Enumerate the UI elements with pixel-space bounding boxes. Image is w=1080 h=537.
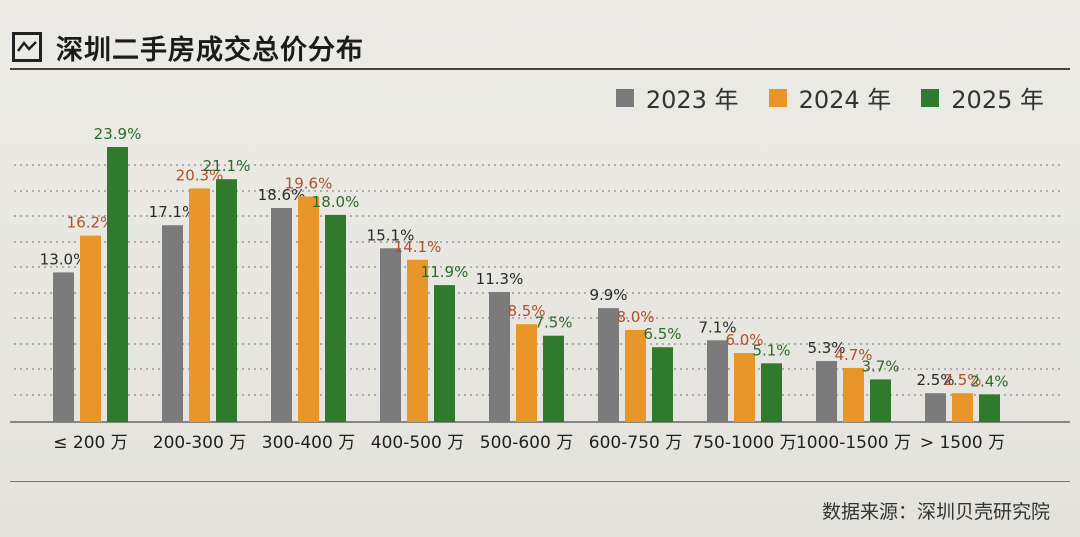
data-label-2025-8: 2.4%: [970, 372, 1008, 390]
bar-2024-6: [734, 352, 755, 422]
data-label-2023-2: 18.6%: [258, 186, 306, 204]
bar-2023-2: [271, 207, 292, 422]
data-label-2024-2: 19.6%: [285, 174, 333, 192]
data-label-2023-7: 5.3%: [807, 339, 845, 357]
bar-2024-2: [298, 196, 319, 422]
data-label-2024-8: 2.5%: [943, 371, 981, 389]
data-label-2023-3: 15.1%: [367, 226, 415, 244]
x-tick-label-3: 400-500 万: [371, 433, 464, 453]
x-tick-label-6: 750-1000 万: [692, 433, 796, 453]
legend-item-2025: 2025 年: [921, 80, 1044, 115]
data-label-2025-4: 7.5%: [534, 314, 572, 332]
legend-item-2024: 2024 年: [768, 80, 892, 115]
bar-2023-0: [53, 272, 74, 422]
bar-2024-3: [407, 259, 428, 422]
data-label-2025-2: 18.0%: [312, 193, 360, 211]
data-label-2024-6: 6.0%: [725, 331, 763, 349]
x-tick-label-4: 500-600 万: [480, 433, 573, 453]
bar-2023-3: [380, 248, 401, 422]
x-tick-label-0: ≤ 200 万: [53, 433, 128, 453]
data-label-2023-1: 17.1%: [149, 203, 197, 221]
x-tick-label-5: 600-750 万: [589, 433, 682, 453]
x-tick-label-1: 200-300 万: [153, 433, 246, 453]
data-label-2025-7: 3.7%: [861, 357, 899, 375]
data-label-2023-4: 11.3%: [476, 270, 524, 288]
legend-label-2025: 2025 年: [951, 86, 1044, 114]
data-label-2025-5: 6.5%: [643, 325, 681, 343]
legend-swatch-2024: [768, 88, 787, 107]
data-label-2023-8: 2.5%: [916, 371, 954, 389]
x-tick-label-2: 300-400 万: [262, 433, 355, 453]
bar-2025-4: [543, 335, 564, 422]
data-label-2025-0: 23.9%: [94, 125, 142, 143]
data-label-2024-4: 8.5%: [507, 302, 545, 320]
chart-title: 深圳二手房成交总价分布: [56, 35, 364, 66]
bar-2024-7: [843, 367, 864, 422]
bar-2024-4: [516, 324, 537, 422]
bar-2024-0: [80, 235, 101, 422]
data-label-2024-5: 8.0%: [616, 308, 654, 326]
legend-swatch-2023: [615, 88, 634, 107]
x-tick-label-7: 1000-1500 万: [796, 433, 911, 453]
data-label-2025-1: 21.1%: [203, 157, 251, 175]
data-source: 数据来源：深圳贝壳研究院: [821, 501, 1050, 523]
footer-divider: [10, 481, 1070, 482]
data-label-2024-3: 14.1%: [394, 238, 442, 256]
bar-2024-1: [189, 188, 210, 422]
legend-label-2023: 2023 年: [645, 86, 739, 114]
data-label-2023-0: 13.0%: [40, 250, 88, 268]
bar-2024-5: [625, 329, 646, 422]
legend-label-2024: 2024 年: [798, 86, 892, 114]
data-label-2023-6: 7.1%: [698, 318, 736, 336]
bar-2024-8: [952, 393, 973, 422]
legend-item-2023: 2023 年: [615, 80, 739, 115]
bar-2023-1: [162, 225, 183, 422]
bar-2025-7: [870, 379, 891, 422]
bar-2025-1: [216, 179, 237, 422]
chart-legend: 2023 年 2024 年 2025 年: [615, 80, 1044, 115]
bar-2023-4: [489, 291, 510, 422]
bar-2025-5: [652, 347, 673, 422]
x-tick-label-8: > 1500 万: [920, 433, 1005, 453]
legend-swatch-2025: [921, 88, 940, 107]
data-label-2024-0: 16.2%: [67, 214, 115, 232]
bar-2025-3: [434, 285, 455, 422]
data-label-2025-3: 11.9%: [421, 263, 469, 281]
bar-2025-8: [979, 394, 1000, 422]
trend-line-icon: [12, 32, 42, 62]
bar-2025-6: [761, 363, 782, 422]
bar-2025-0: [107, 147, 128, 422]
bar-2023-8: [925, 393, 946, 422]
data-label-2023-5: 9.9%: [589, 286, 627, 304]
bar-2025-2: [325, 214, 346, 422]
data-label-2024-1: 20.3%: [176, 166, 224, 184]
bar-2023-6: [707, 340, 728, 422]
title-divider: [10, 68, 1070, 70]
data-label-2025-6: 5.1%: [752, 341, 790, 359]
data-label-2024-7: 4.7%: [834, 346, 872, 364]
bar-2023-7: [816, 361, 837, 422]
bar-2023-5: [598, 308, 619, 422]
